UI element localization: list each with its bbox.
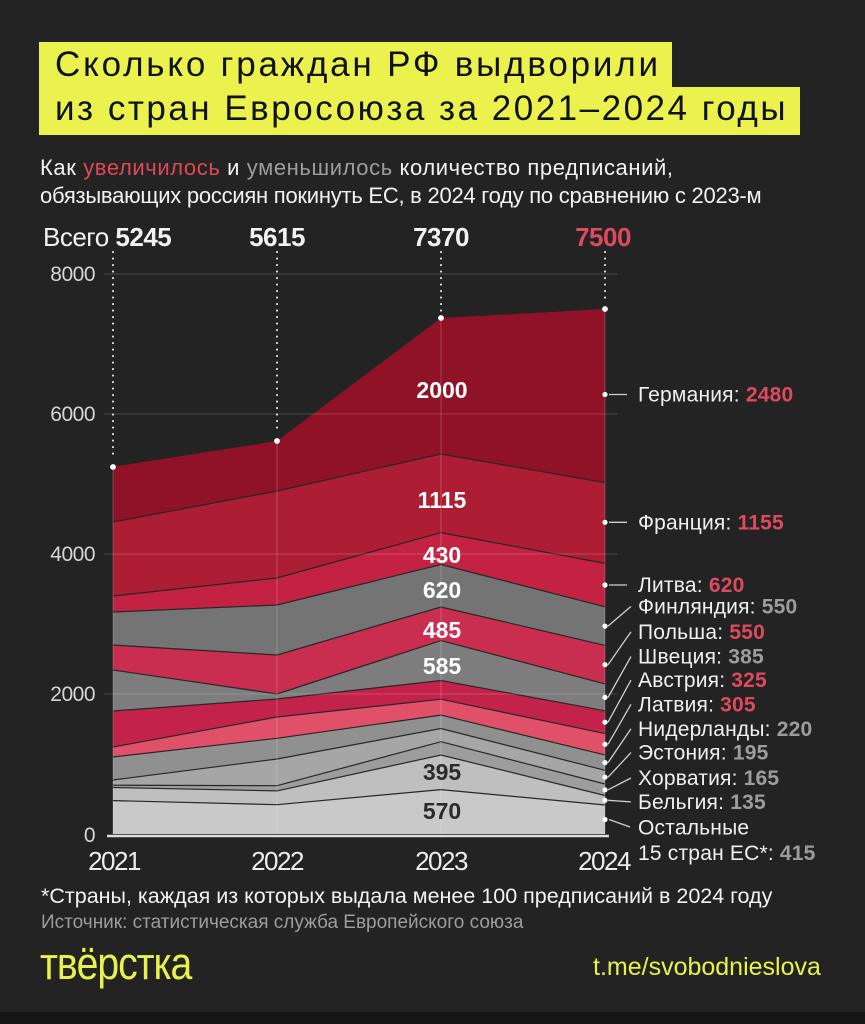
svg-text:Латвия: 305: Латвия: 305	[638, 693, 756, 716]
svg-text:430: 430	[423, 542, 461, 568]
svg-text:Франция: 1155: Франция: 1155	[638, 511, 784, 534]
svg-text:Хорватия: 165: Хорватия: 165	[638, 767, 779, 790]
svg-text:15 стран ЕС*: 415: 15 стран ЕС*: 415	[638, 842, 816, 865]
svg-text:Эстония: 195: Эстония: 195	[638, 742, 769, 765]
svg-text:2023: 2023	[415, 846, 468, 876]
svg-text:1115: 1115	[418, 487, 467, 513]
svg-text:2022: 2022	[251, 846, 304, 876]
svg-text:Польша: 550: Польша: 550	[638, 621, 765, 644]
svg-text:6000: 6000	[50, 403, 95, 426]
svg-text:2024: 2024	[578, 846, 631, 876]
svg-text:Финляндия: 550: Финляндия: 550	[638, 595, 797, 618]
svg-text:0: 0	[84, 824, 95, 847]
svg-text:585: 585	[423, 653, 462, 679]
svg-text:Литва: 620: Литва: 620	[638, 574, 744, 597]
svg-text:2021: 2021	[88, 846, 141, 876]
svg-text:Нидерланды: 220: Нидерланды: 220	[638, 718, 812, 741]
svg-text:Австрия: 325: Австрия: 325	[638, 669, 767, 692]
svg-text:Германия: 2480: Германия: 2480	[638, 384, 793, 407]
svg-text:Бельгия: 135: Бельгия: 135	[638, 791, 766, 814]
svg-text:2000: 2000	[50, 683, 95, 706]
svg-text:395: 395	[423, 759, 462, 785]
svg-text:570: 570	[423, 798, 461, 824]
svg-text:620: 620	[423, 577, 461, 603]
svg-text:Швеция: 385: Швеция: 385	[638, 646, 764, 669]
svg-text:8000: 8000	[50, 263, 95, 286]
svg-text:Остальные: Остальные	[638, 816, 749, 839]
svg-text:2000: 2000	[416, 377, 467, 403]
svg-text:4000: 4000	[50, 543, 95, 566]
svg-text:485: 485	[423, 617, 462, 643]
